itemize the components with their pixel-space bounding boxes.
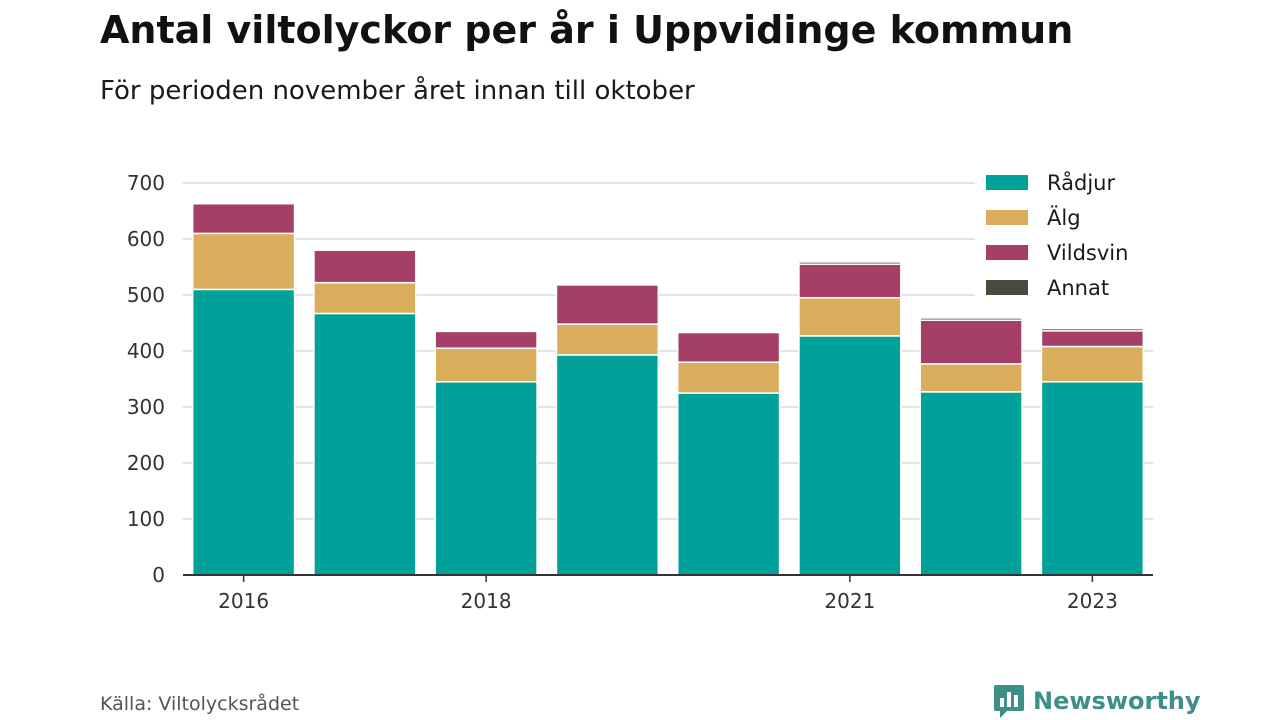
legend-swatch-vildsvin (986, 245, 1028, 260)
bar-segment-älg-2016 (191, 232, 296, 291)
legend-swatch-annat (986, 280, 1028, 295)
legend-swatch-rådjur (986, 175, 1028, 190)
source-note: Källa: Viltolycksrådet (100, 693, 300, 715)
bar-segment-älg-2021 (798, 297, 902, 337)
chart-title: Antal viltolyckor per år i Uppvidinge ko… (100, 8, 1074, 52)
bar-segment-rådjur-2022 (919, 391, 1023, 576)
legend-label: Vildsvin (1047, 241, 1128, 265)
y-tick-label: 400 (127, 339, 165, 363)
y-tick-label: 0 (152, 563, 165, 587)
bar-segment-vildsvin-2020 (676, 331, 781, 363)
x-tick-label: 2023 (1067, 589, 1118, 613)
bar-segment-älg-2017 (313, 281, 417, 315)
y-axis-ticks: 0 100 200 300 400 500 600 700 (127, 171, 165, 587)
bar-segment-rådjur-2023 (1040, 381, 1145, 576)
y-tick-label: 700 (127, 171, 165, 195)
newsworthy-logo: Newsworthy (993, 683, 1201, 719)
bar-segment-vildsvin-2023 (1040, 330, 1145, 348)
bar-segment-annat-2021 (798, 261, 902, 265)
bar-segment-vildsvin-2016 (191, 202, 296, 235)
y-tick-label: 100 (127, 507, 165, 531)
y-tick-label: 200 (127, 451, 165, 475)
bar-segment-rådjur-2019 (555, 354, 660, 576)
chart-subtitle: För perioden november året innan till ok… (100, 76, 695, 106)
bar-segment-rådjur-2020 (676, 392, 781, 576)
bar-segment-rådjur-2021 (798, 335, 902, 576)
bar-segment-älg-2018 (434, 347, 538, 383)
y-tick-label: 500 (127, 283, 165, 307)
bar-segment-vildsvin-2021 (798, 263, 902, 299)
x-axis-ticks: 2016 2018 2021 2023 (218, 575, 1118, 613)
bar-segment-vildsvin-2022 (919, 319, 1023, 365)
bars (191, 202, 1145, 576)
bar-segment-älg-2019 (555, 323, 660, 356)
bar-segment-älg-2020 (676, 361, 781, 394)
bar-segment-vildsvin-2018 (434, 330, 538, 349)
legend-swatch-älg (986, 210, 1028, 225)
x-tick-label: 2018 (461, 589, 512, 613)
y-tick-label: 300 (127, 395, 165, 419)
brand-name: Newsworthy (1033, 687, 1201, 715)
bar-segment-vildsvin-2019 (555, 284, 660, 325)
bar-segment-rådjur-2018 (434, 381, 538, 576)
bar-segment-annat-2022 (919, 317, 1023, 321)
bar-segment-annat-2023 (1040, 327, 1145, 332)
legend: Rådjur Älg Vildsvin Annat (975, 163, 1165, 303)
x-tick-label: 2016 (218, 589, 269, 613)
x-tick-label: 2021 (824, 589, 875, 613)
bar-segment-älg-2023 (1040, 345, 1145, 383)
legend-label: Annat (1047, 276, 1109, 300)
legend-label: Rådjur (1047, 170, 1115, 195)
bar-segment-älg-2022 (919, 363, 1023, 393)
bar-segment-rådjur-2017 (313, 312, 417, 576)
legend-label: Älg (1047, 205, 1081, 230)
newsworthy-logo-icon (994, 685, 1024, 718)
bar-segment-vildsvin-2017 (313, 249, 417, 284)
y-tick-label: 600 (127, 227, 165, 251)
bar-segment-rådjur-2016 (191, 288, 296, 576)
